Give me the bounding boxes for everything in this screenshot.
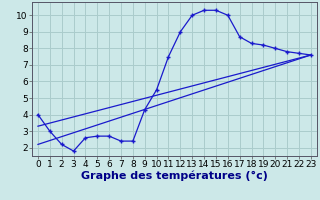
X-axis label: Graphe des températures (°c): Graphe des températures (°c): [81, 171, 268, 181]
